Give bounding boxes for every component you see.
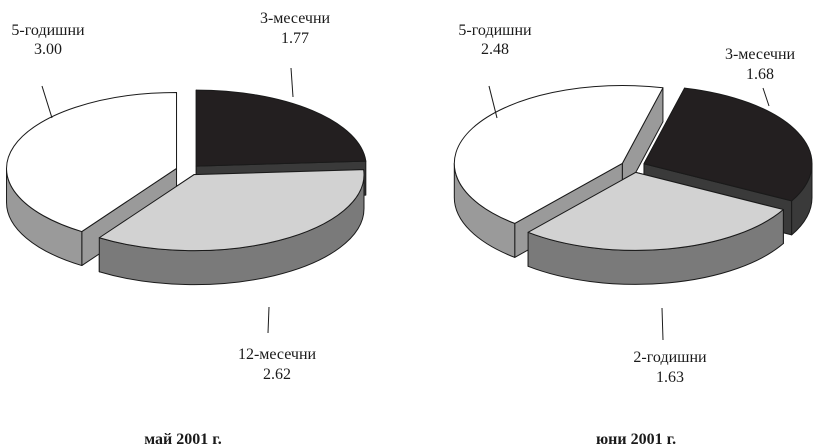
pie-slice-5y: [453, 84, 664, 224]
slice-value-june-3m: 1.68: [746, 66, 774, 83]
pie-chart-may: [6, 89, 367, 286]
pie-slice-5y: [6, 91, 178, 233]
leader-line: [488, 85, 498, 119]
pie-slice-3m: [195, 89, 367, 167]
leader-line: [41, 85, 53, 119]
slice-label-may-5y: 5-годишни: [11, 22, 85, 39]
slice-label-may-3m: 3-месечни: [260, 10, 331, 27]
chart-title-may: май 2001 г.: [144, 431, 221, 447]
pie-slice-middle: [98, 169, 365, 252]
slice-value-may-3m: 1.77: [281, 30, 309, 47]
leader-line: [267, 306, 270, 334]
chart-title-june: юни 2001 г.: [596, 431, 676, 447]
slice-value-may-12m: 2.62: [263, 366, 291, 383]
pie-slice-3m: [643, 87, 813, 202]
slice-label-june-3m: 3-месечни: [725, 46, 796, 63]
slice-label-may-12m: 12-месечни: [238, 346, 317, 363]
slice-label-june-2y: 2-годишни: [633, 349, 707, 366]
pie-chart-june: [453, 84, 813, 285]
slice-value-june-5y: 2.48: [481, 41, 509, 58]
slice-value-june-2y: 1.63: [656, 369, 684, 386]
leader-line: [661, 307, 664, 341]
pie-slice-middle: [527, 171, 784, 251]
slice-value-may-5y: 3.00: [34, 41, 62, 58]
leader-line: [762, 87, 770, 107]
leader-line: [290, 67, 294, 98]
slice-label-june-5y: 5-годишни: [458, 22, 532, 39]
